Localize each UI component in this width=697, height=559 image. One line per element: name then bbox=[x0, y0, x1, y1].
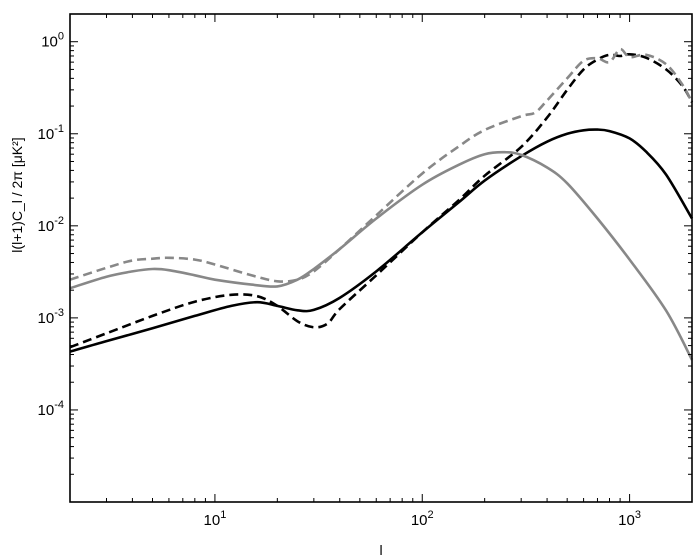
y-tick-label: 100 bbox=[41, 31, 64, 51]
x-tick-label: 102 bbox=[411, 509, 434, 529]
y-tick-label: 10-2 bbox=[38, 215, 64, 235]
x-tick-label: 101 bbox=[204, 509, 227, 529]
series-line-4 bbox=[69, 47, 694, 283]
series-line-2 bbox=[69, 52, 694, 349]
plot-frame bbox=[69, 13, 693, 503]
y-tick-label: 10-4 bbox=[38, 399, 64, 419]
tick-labels: 101 102 103 100 10-1 10-2 10-3 10-4 bbox=[38, 31, 641, 529]
series-line-1 bbox=[69, 128, 694, 353]
y-tick-label: 10-3 bbox=[38, 307, 64, 327]
x-axis-label: l bbox=[379, 542, 382, 558]
x-tick-label: 103 bbox=[618, 509, 641, 529]
y-tick-label: 10-1 bbox=[38, 123, 64, 143]
y-axis-label: l(l+1)C_l / 2π [μK²] bbox=[9, 137, 25, 252]
series-lines bbox=[69, 47, 694, 361]
